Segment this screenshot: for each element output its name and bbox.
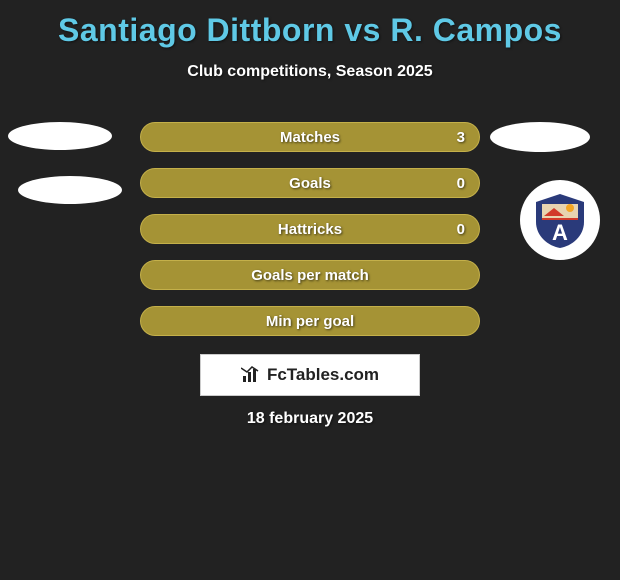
branding-text: FcTables.com [267,365,379,385]
bar-chart-icon [241,366,263,384]
stat-label: Min per goal [266,313,354,330]
stat-row-goals: Goals 0 [140,168,480,198]
svg-text:A: A [552,220,568,245]
stat-value-right: 0 [457,221,465,238]
stat-value-right: 3 [457,129,465,146]
club-left-avatar-placeholder [18,176,122,204]
stat-label: Goals per match [251,267,369,284]
player-right-avatar-placeholder [490,122,590,152]
stat-row-hattricks: Hattricks 0 [140,214,480,244]
stat-row-matches: Matches 3 [140,122,480,152]
footer-date: 18 february 2025 [0,410,620,428]
stat-label: Matches [280,129,340,146]
comparison-subtitle: Club competitions, Season 2025 [0,63,620,81]
comparison-title: Santiago Dittborn vs R. Campos [0,0,620,49]
stat-label: Goals [289,175,331,192]
branding-badge: FcTables.com [200,354,420,396]
stat-value-right: 0 [457,175,465,192]
stat-row-min-per-goal: Min per goal [140,306,480,336]
stat-row-goals-per-match: Goals per match [140,260,480,290]
club-right-logo-icon: A [530,190,590,250]
player-left-avatar-placeholder [8,122,112,150]
stats-container: Matches 3 Goals 0 Hattricks 0 Goals per … [140,122,480,352]
stat-label: Hattricks [278,221,342,238]
club-right-avatar: A [520,180,600,260]
